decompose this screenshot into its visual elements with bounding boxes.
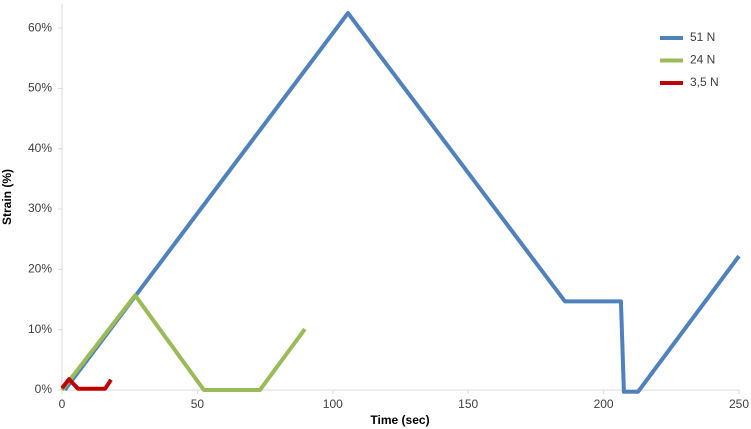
legend-label: 24 N <box>690 53 715 67</box>
x-tick-label: 200 <box>594 397 614 411</box>
x-axis-title: Time (sec) <box>370 413 429 427</box>
x-tick-label: 0 <box>59 397 66 411</box>
y-tick-label: 40% <box>28 141 52 155</box>
y-tick-label: 10% <box>28 322 52 336</box>
x-tick-label: 50 <box>191 397 205 411</box>
y-tick-label: 20% <box>28 262 52 276</box>
y-tick-label: 30% <box>28 201 52 215</box>
y-tick-label: 0% <box>35 382 53 396</box>
y-tick-label: 60% <box>28 20 52 34</box>
x-tick-label: 100 <box>323 397 343 411</box>
x-tick-label: 250 <box>729 397 749 411</box>
legend-label: 51 N <box>690 30 715 44</box>
x-tick-label: 150 <box>458 397 478 411</box>
legend-label: 3,5 N <box>690 75 719 89</box>
line-series <box>60 377 113 391</box>
line-series <box>60 293 307 392</box>
y-tick-label: 50% <box>28 81 52 95</box>
line-series <box>63 11 741 394</box>
y-axis-title: Strain (%) <box>0 169 14 225</box>
